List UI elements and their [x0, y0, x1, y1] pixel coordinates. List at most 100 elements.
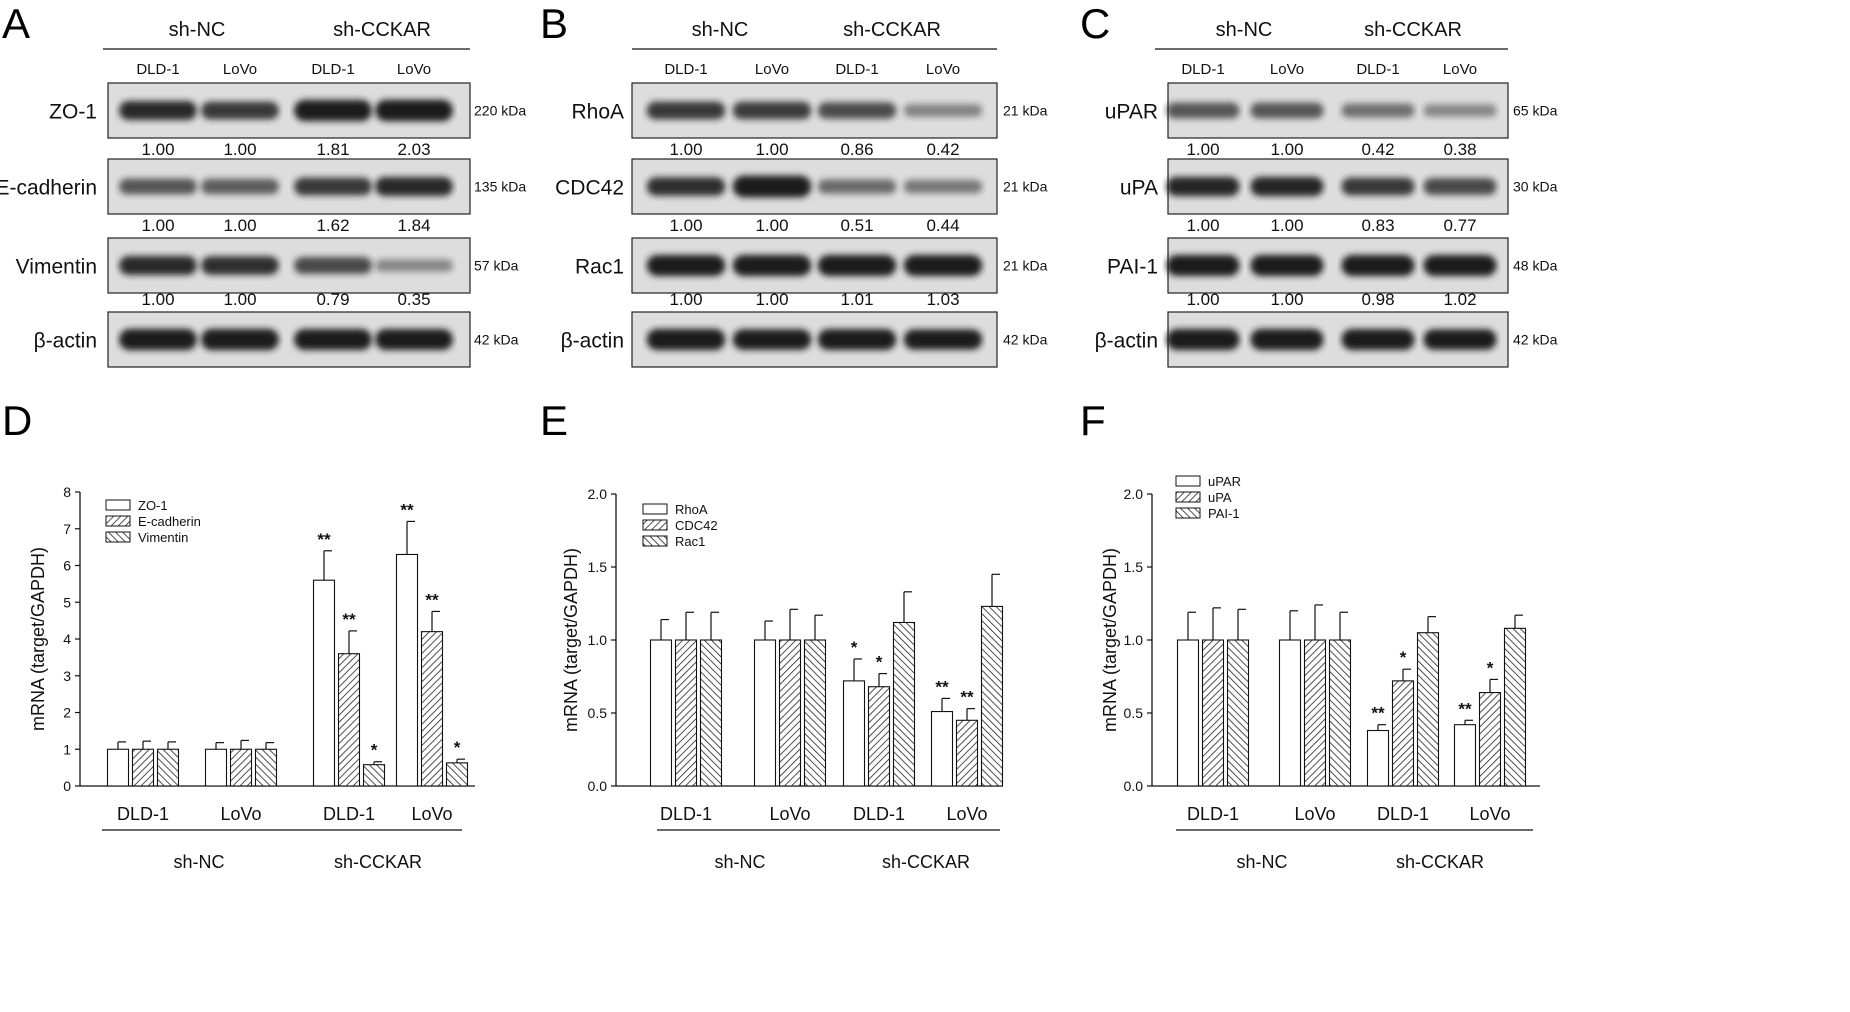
y-tick-label: 0.5 [588, 705, 608, 721]
blot-density-value: 0.98 [1361, 290, 1394, 309]
x-group-label: sh-NC [1236, 852, 1287, 872]
bar-rhoa [753, 639, 777, 787]
legend-label: PAI-1 [1208, 506, 1240, 521]
blot-kda-label: 135 kDa [474, 179, 526, 195]
blot-band [1423, 254, 1497, 277]
blot-kda-label: 21 kDa [1003, 258, 1048, 274]
x-category-label: DLD-1 [117, 804, 169, 824]
blot-density-value: 0.77 [1443, 216, 1476, 235]
blot-band [201, 178, 279, 195]
bar-cdc42 [955, 719, 979, 787]
blot-density-value: 0.44 [926, 216, 959, 235]
blot-lane-label: LoVo [1270, 61, 1304, 78]
blot-band [1423, 104, 1497, 117]
blot-group-label-kd: sh-CCKAR [1364, 19, 1462, 41]
blot-panel-c: sh-NC sh-CCKAR DLD-1 LoVo DLD-1 LoVo uPAR 65 kD… [1095, 19, 1558, 368]
blot-band [294, 177, 372, 196]
significance-marker: ** [342, 610, 356, 629]
blot-band [1250, 328, 1324, 351]
blot-row-2: PAI-1 48 kDa 1.00 1.00 0.98 1.02 [1107, 237, 1558, 309]
y-tick-label: 3 [63, 668, 71, 684]
significance-marker: * [876, 653, 883, 672]
legend-label: RhoA [675, 502, 708, 517]
blot-row-0: RhoA 21 kDa 1.00 1.00 0.86 0.42 [571, 82, 1048, 159]
panel-letter-d: D [2, 397, 32, 444]
y-axis-label: mRNA (target/GAPDH) [561, 548, 581, 732]
blot-row-3: β-actin 42 kDa [34, 311, 519, 368]
bar-upa [1391, 680, 1415, 787]
y-tick-label: 0.0 [1124, 778, 1144, 794]
blot-band [817, 329, 897, 350]
blot-band [732, 329, 812, 350]
blot-kda-label: 42 kDa [1003, 332, 1048, 348]
blot-band [119, 328, 197, 351]
blot-protein-label: β-actin [34, 330, 97, 353]
bar-rac1 [699, 639, 723, 787]
blot-kda-label: 30 kDa [1513, 179, 1558, 195]
blot-band [732, 101, 812, 120]
blot-band [375, 259, 453, 272]
blot-lane-label: LoVo [397, 61, 431, 78]
blot-density-value: 1.00 [669, 216, 702, 235]
significance-marker: ** [1458, 699, 1472, 718]
significance-marker: ** [317, 530, 331, 549]
blot-lane-label: LoVo [926, 61, 960, 78]
blot-band [817, 102, 897, 119]
blot-density-value: 1.00 [223, 216, 256, 235]
x-group-label: sh-CCKAR [1396, 852, 1484, 872]
blot-row-2: Vimentin 57 kDa 1.00 1.00 0.79 0.35 [16, 237, 519, 309]
blot-density-value: 1.02 [1443, 290, 1476, 309]
blot-row-0: uPAR 65 kDa 1.00 1.00 0.42 0.38 [1105, 82, 1558, 159]
legend-label: E-cadherin [138, 514, 201, 529]
blot-lane-label: LoVo [755, 61, 789, 78]
blot-band [1166, 176, 1240, 197]
chart-e: 0.0 0.5 1.0 1.5 2.0 mRNA (target/GAPDH) DLD-1 L… [561, 486, 1004, 872]
panel-letter-f: F [1080, 397, 1106, 444]
blot-lane-label: DLD-1 [1181, 61, 1224, 78]
bar-zo-1 [395, 553, 419, 787]
significance-marker: * [1487, 658, 1494, 677]
panel-letter-e: E [540, 397, 568, 444]
blot-row-1: E-cadherin 135 kDa 1.00 1.00 1.62 1.84 [0, 158, 526, 235]
panel-letter-a: A [2, 0, 30, 47]
blot-band [1423, 178, 1497, 195]
bar-upa [1478, 692, 1502, 787]
bar-e-cadherin [229, 748, 253, 787]
blot-row-3: β-actin 42 kDa [561, 311, 1048, 368]
y-tick-label: 5 [63, 594, 71, 610]
bar-vimentin [156, 748, 180, 787]
blot-density-value: 1.00 [1186, 140, 1219, 159]
blot-group-label-ctrl: sh-NC [692, 19, 749, 41]
blot-density-value: 1.00 [141, 290, 174, 309]
blot-kda-label: 21 kDa [1003, 179, 1048, 195]
blot-group-label-ctrl: sh-NC [1216, 19, 1273, 41]
legend-swatch [105, 515, 131, 527]
blot-protein-label: CDC42 [555, 177, 624, 200]
blot-density-value: 1.00 [755, 290, 788, 309]
blot-protein-label: Vimentin [16, 256, 97, 279]
blot-density-value: 0.83 [1361, 216, 1394, 235]
y-tick-label: 7 [63, 521, 71, 537]
blot-lane-label: LoVo [223, 61, 257, 78]
significance-marker: ** [935, 677, 949, 696]
blot-density-value: 1.00 [1270, 290, 1303, 309]
blot-density-value: 1.01 [840, 290, 873, 309]
panel-letter-c: C [1080, 0, 1110, 47]
blot-group-label-kd: sh-CCKAR [843, 19, 941, 41]
bar-upa [1201, 639, 1225, 787]
legend-label: Vimentin [138, 530, 188, 545]
blot-band [119, 101, 197, 120]
y-tick-label: 0.5 [1124, 705, 1144, 721]
blot-band [375, 99, 453, 122]
qpcr-bar-charts: 0 1 2 3 4 5 6 7 8 mRNA (target/GAPDH) DLD-1 LoVo DLD… [28, 474, 1540, 872]
blot-lane-label: DLD-1 [835, 61, 878, 78]
blot-lane-label: LoVo [1443, 61, 1477, 78]
bar-upa [1303, 639, 1327, 787]
y-tick-label: 2.0 [588, 486, 608, 502]
bar-vimentin [362, 764, 386, 787]
blot-density-value: 0.51 [840, 216, 873, 235]
x-group-label: sh-NC [173, 852, 224, 872]
x-group-label: sh-CCKAR [882, 852, 970, 872]
y-tick-label: 1.0 [1124, 632, 1144, 648]
blot-density-value: 1.62 [316, 216, 349, 235]
